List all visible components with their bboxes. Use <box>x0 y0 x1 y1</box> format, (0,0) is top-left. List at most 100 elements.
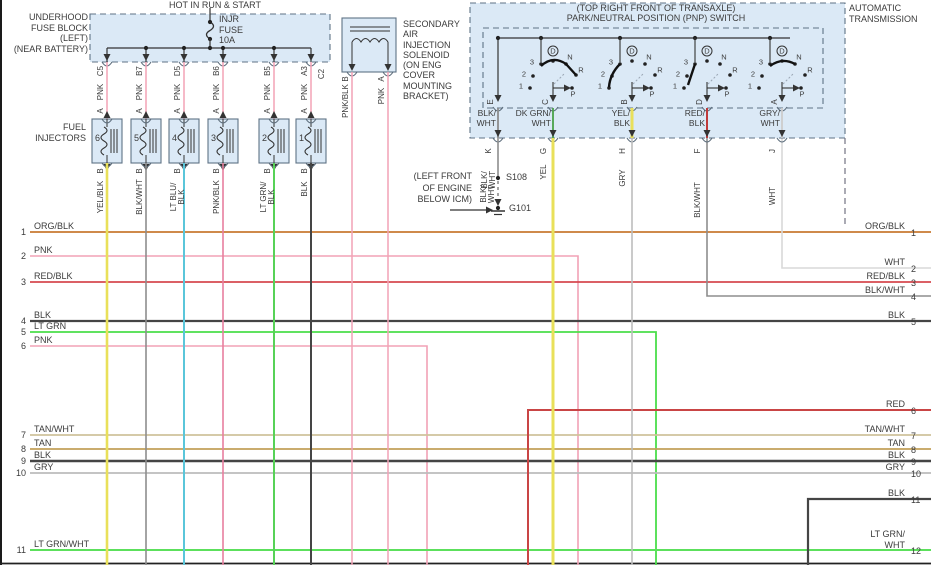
solenoid-pin-label: A <box>377 76 386 82</box>
arrow-down-icon <box>142 54 150 61</box>
ground-g101-label: G101 <box>509 203 532 213</box>
junction-dot <box>207 45 213 51</box>
injector-pin-b-label: B <box>96 168 105 174</box>
injector-wire-color-label: YEL/BLK <box>96 180 105 214</box>
arrow-down-icon <box>778 95 786 102</box>
pnp-connector-pin-label: D <box>695 99 704 105</box>
junction-dot <box>207 19 213 25</box>
fuse-pin-label: A3 <box>300 66 309 76</box>
injector-wire-color-label: BLK <box>300 181 309 197</box>
pnp-connector-pin-label: B <box>620 99 629 105</box>
junction-dot <box>143 45 149 51</box>
pnp-contact-1: 1 <box>518 81 524 91</box>
connector-icon <box>268 118 280 124</box>
pnk-wire-label: PNK <box>263 83 272 101</box>
pnp-switch-box <box>482 27 824 109</box>
junction-dot <box>495 205 501 211</box>
injector-number: 1 <box>299 133 305 143</box>
pnp-connector-pin-label: E <box>486 99 495 105</box>
right-wire-number: 8 <box>911 445 917 455</box>
right-wire-number: 1 <box>911 228 917 238</box>
fuse-block-name: UNDERHOOD FUSE BLOCK (LEFT) (NEAR BATTER… <box>13 12 88 54</box>
connector-icon <box>140 118 152 124</box>
right-wire-number: 10 <box>911 469 922 479</box>
right-wire-label: TAN/WHT <box>864 424 905 434</box>
arrow-down-icon <box>494 130 502 137</box>
arrow-down-icon <box>270 54 278 61</box>
arrow-down-icon <box>778 130 786 137</box>
left-wire-label: ORG/BLK <box>34 221 75 231</box>
right-wire-label: BLK/WHT <box>864 285 905 295</box>
injector-number: 3 <box>211 133 217 143</box>
pnp-switch-arm <box>607 63 621 88</box>
pnp-contact-r: R <box>578 65 584 75</box>
right-wire-number: 11 <box>911 495 921 505</box>
injector-pin-b-label: B <box>135 168 144 174</box>
pnk-wire-label: PNK <box>212 83 221 101</box>
arrow-down-icon <box>103 54 111 61</box>
pnp-contact-3: 3 <box>608 57 614 67</box>
pnp-contact-3: 3 <box>683 57 689 67</box>
pnp-contact-r: R <box>657 65 663 75</box>
arrow-up-icon <box>180 111 188 118</box>
right-wire-label: BLK <box>887 488 905 498</box>
right-wire-number: 4 <box>911 292 917 302</box>
pnk-wire-label: PNK <box>300 83 309 101</box>
fuse-block-header: HOT IN RUN & START <box>168 0 261 10</box>
pnp-connector-wire-label: DK GRN/ WHT <box>515 108 551 128</box>
connector-icon <box>305 118 317 124</box>
junction-dot <box>495 35 501 41</box>
pnp-contact-n: N <box>567 52 573 62</box>
fuse-pin-c2-label: C2 <box>317 68 326 80</box>
pnp-location-title: (TOP RIGHT FRONT OF TRANSAXLE) <box>576 3 736 13</box>
connector-icon <box>101 118 113 124</box>
pnp-contact-n: N <box>721 52 727 62</box>
harness-wire-color: WHT <box>768 186 777 206</box>
junction-dot <box>724 86 728 90</box>
harness-wire-color: GRY <box>618 169 627 187</box>
junction-dot <box>181 45 187 51</box>
left-wire-label: LT GRN <box>34 321 67 331</box>
wire-red-6 <box>527 409 931 565</box>
injector-number: 6 <box>95 133 101 143</box>
junction-dot <box>803 73 807 77</box>
wire-wht-j <box>781 138 931 269</box>
wire-blk-wht-f <box>706 138 931 297</box>
arrow-down-icon <box>180 54 188 61</box>
injector-pin-b-label: B <box>263 168 272 174</box>
arrow-down-icon <box>307 54 315 61</box>
junction-dot <box>630 59 634 63</box>
junction-dot <box>607 86 611 90</box>
left-wire-number: 1 <box>20 227 26 237</box>
arrow-down-icon <box>549 95 557 102</box>
injector-fuse-label: INJR FUSE 10A <box>219 14 244 45</box>
left-wire-label: TAN/WHT <box>34 424 75 434</box>
right-wire-label: BLK <box>887 450 905 460</box>
pnp-harness-pin-label: G <box>539 147 548 155</box>
left-wire-label: RED/BLK <box>34 271 73 281</box>
injector-pin-a-label: A <box>263 108 272 114</box>
connector-icon <box>217 118 229 124</box>
injector-coil-icon <box>139 126 147 156</box>
solenoid-wire-color-label: PNK/BLK <box>341 84 350 118</box>
arrow-right-icon <box>486 206 493 214</box>
arrow-up-icon <box>219 111 227 118</box>
junction-dot <box>271 45 277 51</box>
right-wire-number: 5 <box>911 317 917 327</box>
pnp-contact-p: P <box>649 89 655 99</box>
arrow-right-icon <box>564 84 571 92</box>
arrow-down-icon <box>494 199 502 206</box>
pnp-contact-d: D <box>704 46 710 56</box>
left-wire-number: 9 <box>20 456 26 466</box>
right-wire-label: ORG/BLK <box>864 221 905 231</box>
pnp-connector-pin-label: A <box>770 99 779 105</box>
ground-location-note: (LEFT FRONT OF ENGINE BELOW ICM) <box>413 171 472 204</box>
injector-wire-color-label: BLK/WHT <box>135 179 144 215</box>
right-wire-number: 12 <box>911 546 922 556</box>
right-wire-number: 9 <box>911 457 917 467</box>
right-wire-label: BLK <box>887 310 905 320</box>
left-wire-number: 2 <box>20 251 26 261</box>
pnp-connector-wire-label: RED/ BLK <box>684 108 705 128</box>
connector-icon <box>701 137 713 143</box>
